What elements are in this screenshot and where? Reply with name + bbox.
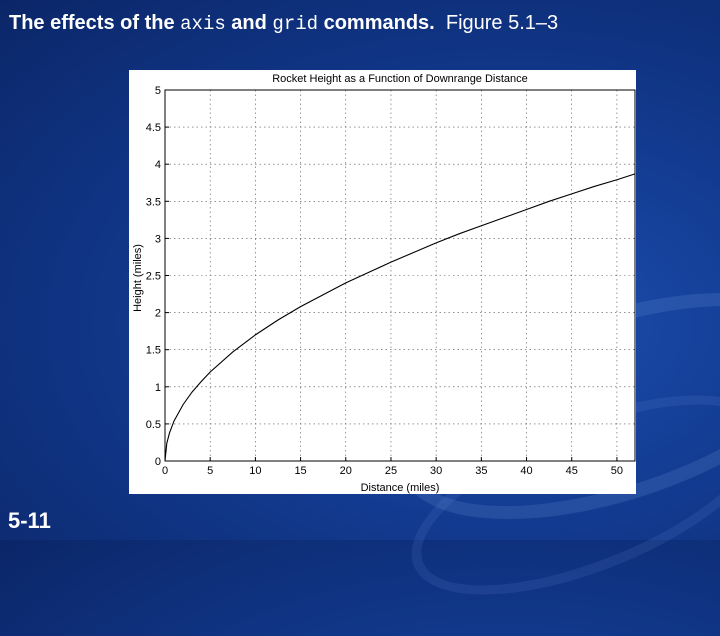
x-tick-label: 0: [162, 465, 168, 477]
ticks: 0 5 10 15 20 25 30 35 40 45 50 0 0.5 1 1.5 2 2.5 3 3.5 4 4.5…: [146, 85, 623, 477]
x-tick-label: 20: [340, 465, 352, 477]
x-tick-label: 25: [385, 465, 397, 477]
y-tick-label: 2.5: [146, 271, 161, 283]
x-tick-label: 5: [207, 465, 213, 477]
plot-area: [164, 89, 636, 462]
y-tick-label: 1: [155, 382, 161, 394]
chart-title: Rocket Height as a Function of Downrange…: [272, 73, 528, 85]
x-tick-label: 50: [611, 465, 623, 477]
x-tick-label: 40: [520, 465, 532, 477]
figure-reference: Figure 5.1–3: [434, 12, 559, 34]
series-line: [164, 173, 636, 462]
y-tick-label: 1.5: [146, 345, 161, 357]
chart-svg: Rocket Height as a Function of Downrange…: [132, 73, 636, 494]
y-tick-label: 3: [155, 233, 161, 245]
figure-panel: Rocket Height as a Function of Downrange…: [129, 70, 636, 494]
y-tick-label: 0.5: [146, 419, 161, 431]
y-axis-label: Height (miles): [132, 244, 144, 312]
slide-number: 5-11: [8, 508, 51, 533]
title-code-axis: axis: [180, 13, 226, 35]
x-axis-label: Distance (miles): [361, 482, 440, 494]
x-tick-label: 10: [249, 465, 261, 477]
title-part: and: [225, 12, 273, 34]
x-tick-label: 35: [475, 465, 487, 477]
title-part: The effects of the: [9, 12, 181, 34]
slide-title: The effects of the axis and grid command…: [9, 8, 558, 39]
y-tick-label: 3.5: [146, 196, 161, 208]
y-tick-label: 4: [155, 159, 161, 171]
y-tick-label: 5: [155, 85, 161, 97]
x-tick-label: 45: [566, 465, 578, 477]
y-tick-label: 2: [155, 308, 161, 320]
title-part: commands.: [318, 12, 435, 34]
y-tick-label: 0: [155, 456, 161, 468]
grid: [164, 89, 635, 462]
x-tick-label: 30: [430, 465, 442, 477]
y-tick-label: 4.5: [146, 122, 161, 134]
title-code-grid: grid: [272, 13, 319, 35]
x-tick-label: 15: [294, 465, 306, 477]
